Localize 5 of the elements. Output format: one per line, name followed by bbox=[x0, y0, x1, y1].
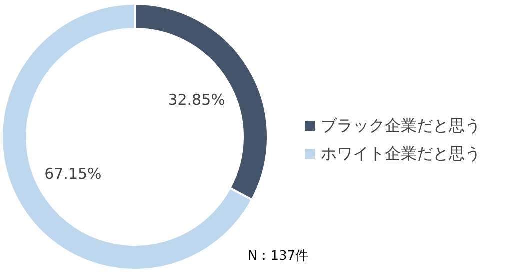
data-label: 67.15% bbox=[44, 164, 102, 183]
data-label: 32.85% bbox=[168, 91, 226, 110]
legend-label: ブラック企業だと思う bbox=[321, 116, 481, 135]
text: N：137件 bbox=[248, 249, 309, 264]
legend-label: ホワイト企業だと思う bbox=[321, 144, 481, 163]
